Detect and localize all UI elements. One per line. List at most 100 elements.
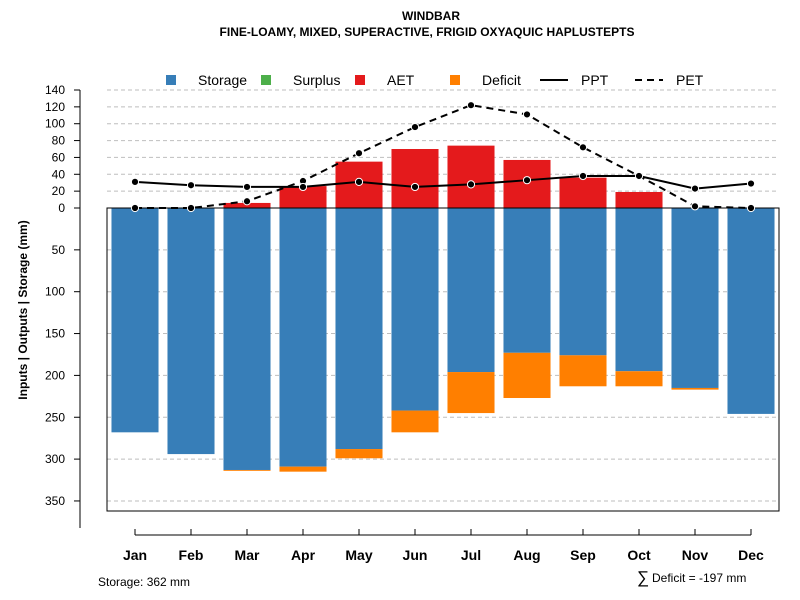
storage-bar xyxy=(111,208,159,433)
pet-point xyxy=(354,149,364,158)
x-tick-label: Mar xyxy=(235,547,260,563)
legend-swatch xyxy=(450,75,460,85)
chart-subtitle: FINE-LOAMY, MIXED, SUPERACTIVE, FRIGID O… xyxy=(220,25,635,39)
deficit-bar xyxy=(223,469,271,471)
x-tick-label: Jan xyxy=(123,547,147,563)
y-axis-label: Inputs | Outputs | Storage (mm) xyxy=(16,220,30,399)
ppt-point xyxy=(578,171,588,181)
storage-bar xyxy=(727,208,775,414)
x-tick-label: Oct xyxy=(627,547,651,563)
y-tick-label: 350 xyxy=(45,494,65,508)
ppt-point xyxy=(354,177,364,186)
storage-bar xyxy=(335,208,383,450)
x-tick-label: Feb xyxy=(179,547,204,563)
y-tick-label: 200 xyxy=(45,368,65,382)
y-axis: 0 20 40 60 80 100 120 140 50 100 150 200 250 300 350 xyxy=(45,83,81,528)
y-tick-label: 250 xyxy=(45,410,65,424)
storage-bar xyxy=(671,208,719,388)
y-tick-label: 100 xyxy=(45,117,65,131)
x-tick-label: Jun xyxy=(403,547,428,563)
pet-point xyxy=(746,203,756,213)
legend-label: Deficit xyxy=(482,72,521,88)
y-tick-label: 140 xyxy=(45,83,65,97)
storage-bar xyxy=(447,208,495,373)
ppt-point xyxy=(522,176,532,185)
storage-bar xyxy=(223,208,271,470)
y-tick-label: 20 xyxy=(52,184,66,198)
ppt-point xyxy=(298,182,308,192)
y-tick-label: 0 xyxy=(58,201,65,215)
legend: Storage Surplus AET Deficit PPT PET xyxy=(166,72,704,88)
ppt-point xyxy=(186,181,196,190)
series-lines xyxy=(130,101,756,213)
aet-bar xyxy=(559,177,607,208)
plot-box xyxy=(106,207,780,512)
x-tick-label: Nov xyxy=(682,547,709,563)
ppt-line xyxy=(134,174,752,190)
x-tick-label: May xyxy=(345,547,372,563)
legend-label: Storage xyxy=(198,72,247,88)
y-tick-label: 120 xyxy=(45,100,65,114)
legend-swatch xyxy=(355,75,365,85)
deficit-bar xyxy=(503,352,551,399)
y-tick-label: 100 xyxy=(45,285,65,299)
sigma-symbol: ∑ xyxy=(637,568,649,587)
ppt-point xyxy=(242,182,252,192)
aet-bar xyxy=(223,202,271,208)
y-tick-label: 300 xyxy=(45,452,65,466)
x-axis: Jan Feb Mar Apr May Jun Jul Aug Sep Oct Nov Dec xyxy=(123,529,764,563)
ppt-point xyxy=(746,179,756,188)
deficit-bar xyxy=(559,355,607,387)
legend-label: AET xyxy=(387,72,415,88)
bars xyxy=(111,145,775,472)
legend-swatch xyxy=(166,75,176,85)
deficit-bar xyxy=(335,449,383,459)
storage-bar xyxy=(503,208,551,353)
storage-bar xyxy=(615,208,663,372)
storage-bar xyxy=(559,208,607,356)
pet-point xyxy=(578,143,588,152)
pet-point xyxy=(242,197,252,206)
y-tick-label: 40 xyxy=(52,167,66,181)
aet-bar xyxy=(279,186,327,208)
pet-point xyxy=(690,202,700,211)
footnote-deficit: Deficit = -197 mm xyxy=(652,571,746,585)
x-tick-label: Aug xyxy=(513,547,540,563)
legend-label: Surplus xyxy=(293,72,340,88)
deficit-bar xyxy=(671,387,719,390)
y-tick-label: 80 xyxy=(52,134,66,148)
storage-bar xyxy=(167,208,215,455)
storage-bar xyxy=(391,208,439,411)
pet-point xyxy=(410,122,420,132)
x-tick-label: Apr xyxy=(291,547,316,563)
pet-point xyxy=(130,203,140,213)
ppt-point xyxy=(690,184,700,193)
gridlines xyxy=(107,89,779,502)
aet-bar xyxy=(391,149,439,208)
pet-point xyxy=(466,101,476,110)
x-tick-label: Sep xyxy=(570,547,596,563)
pet-point xyxy=(522,110,532,119)
ppt-point xyxy=(466,180,476,189)
y-tick-label: 150 xyxy=(45,327,65,341)
aet-bar xyxy=(615,191,663,208)
pet-point xyxy=(186,203,196,213)
deficit-bar xyxy=(391,410,439,433)
ppt-point xyxy=(130,177,140,186)
y-tick-label: 50 xyxy=(52,243,66,257)
pet-line xyxy=(135,104,752,209)
x-tick-label: Dec xyxy=(738,547,764,563)
x-tick-label: Jul xyxy=(461,547,481,563)
deficit-bar xyxy=(279,466,327,472)
legend-label: PPT xyxy=(581,72,609,88)
y-tick-label: 60 xyxy=(52,150,66,164)
deficit-bar xyxy=(447,372,495,414)
legend-swatch xyxy=(261,75,271,85)
legend-label: PET xyxy=(676,72,704,88)
storage-bar xyxy=(279,208,327,467)
aet-bar xyxy=(447,145,495,208)
chart-title: WINDBAR xyxy=(402,9,460,23)
ppt-point xyxy=(634,171,644,181)
ppt-point xyxy=(410,182,420,192)
